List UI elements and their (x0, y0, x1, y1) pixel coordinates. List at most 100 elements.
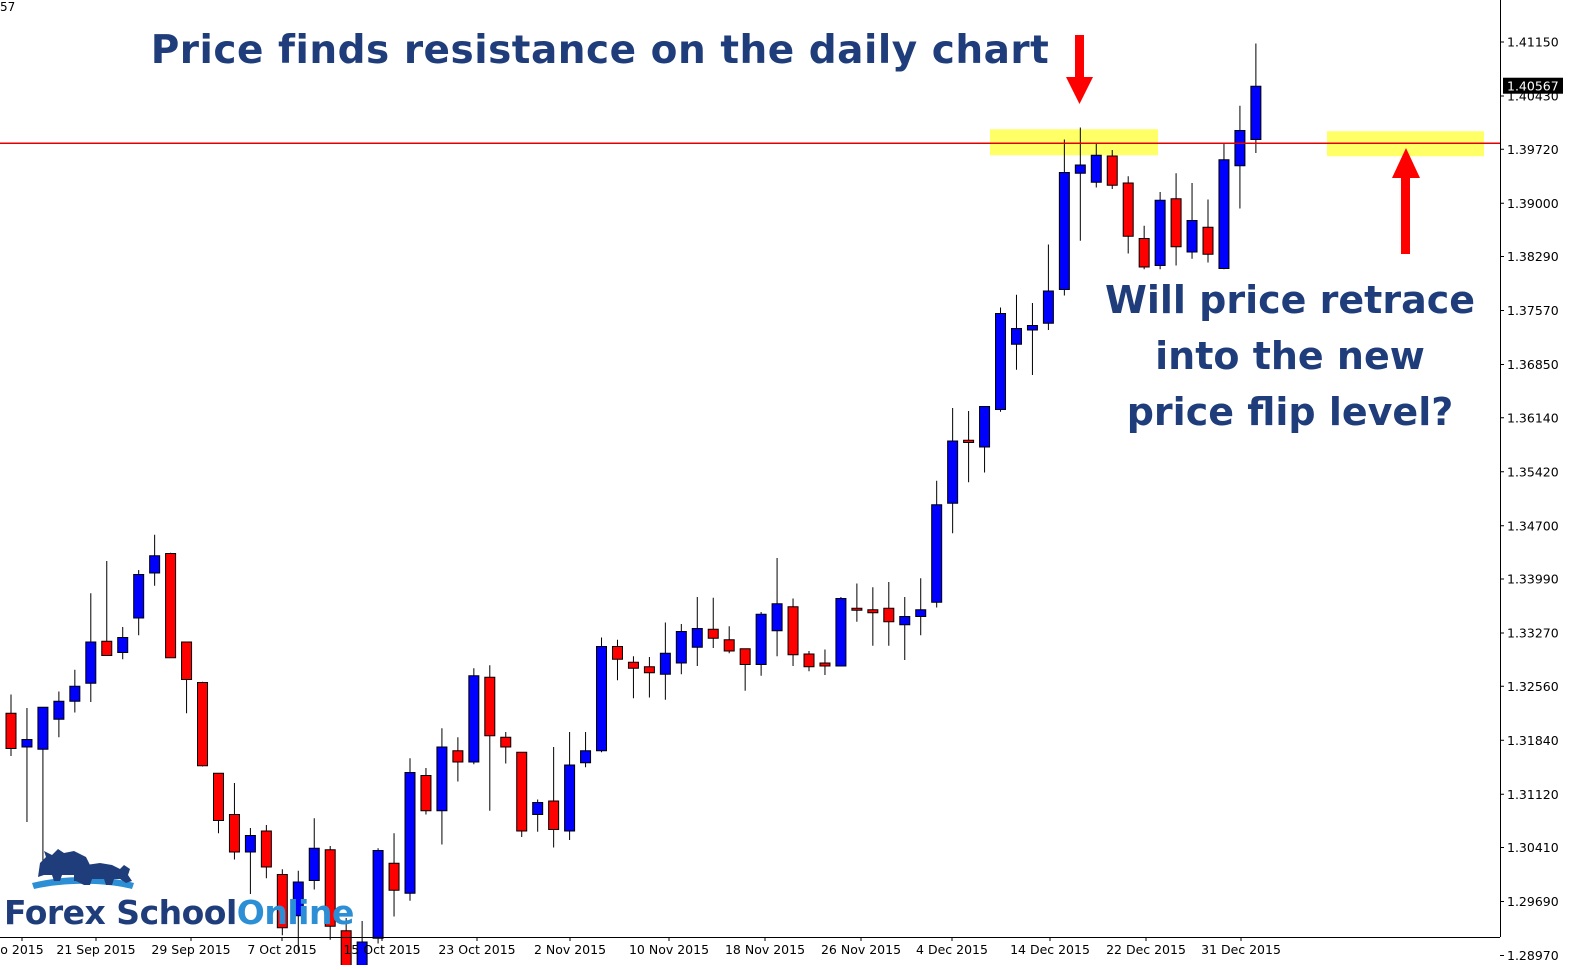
candle (1058, 139, 1070, 296)
x-tick-label: 15 Oct 2015 (343, 942, 420, 957)
candle-body (452, 750, 464, 763)
candle-body (883, 607, 895, 623)
candle-body (1026, 325, 1038, 331)
candle (1186, 183, 1198, 259)
candle-body (931, 504, 943, 603)
candle (69, 669, 81, 713)
candle (1042, 244, 1054, 330)
candle (452, 737, 464, 782)
candle (580, 732, 592, 768)
annotation-arrows (1066, 35, 1420, 254)
candle-body (181, 641, 193, 680)
candle (659, 622, 671, 700)
candle (1202, 199, 1214, 263)
y-tick-label: 1.29690 (1507, 894, 1559, 909)
candle (819, 649, 831, 675)
arrow-up-icon (1392, 148, 1420, 178)
candle-body (1090, 154, 1102, 183)
candle (85, 593, 97, 702)
candle (771, 558, 783, 657)
candle-body (739, 648, 751, 665)
candle-body (867, 609, 879, 614)
candle-body (244, 835, 256, 853)
candle-body (723, 639, 735, 652)
y-tick-label: 1.39000 (1507, 196, 1559, 211)
x-tick-label: 7 Oct 2015 (247, 942, 316, 957)
highlight-zone-left (990, 129, 1158, 156)
x-tick-label: o 2015 (0, 942, 43, 957)
candle-body (340, 930, 352, 970)
candle-body (548, 800, 560, 830)
y-tick-label: 1.31120 (1507, 787, 1559, 802)
candle-body (165, 553, 177, 659)
annotation-top: Price finds resistance on the daily char… (150, 28, 1050, 73)
x-tick-label: 21 Sep 2015 (56, 942, 135, 957)
candle (276, 869, 288, 936)
candle-body (21, 739, 33, 748)
x-tick-label: 2 Nov 2015 (534, 942, 606, 957)
candle (484, 665, 496, 811)
y-tick-label: 1.36850 (1507, 357, 1559, 372)
candle-body (1202, 226, 1214, 255)
y-tick-label: 1.32560 (1507, 679, 1559, 694)
candle (101, 561, 113, 656)
candle-body (580, 750, 592, 764)
candle (1106, 150, 1118, 189)
corner-label: 57 (0, 0, 16, 14)
candle-body (212, 772, 224, 821)
candle (1026, 303, 1038, 375)
y-tick-label: 1.31840 (1507, 733, 1559, 748)
candle (292, 870, 304, 952)
x-tick-label: 14 Dec 2015 (1010, 942, 1090, 957)
y-tick-label: 1.33270 (1507, 626, 1559, 641)
candle-body (516, 751, 528, 832)
candle (707, 597, 719, 648)
current-price-label: 1.40567 (1507, 79, 1559, 94)
bull-bear-logo-icon (32, 849, 134, 889)
annotation-right-line: price flip level? (1126, 390, 1454, 434)
candlesticks (5, 43, 1262, 970)
candle (133, 570, 145, 636)
candle-body (787, 606, 799, 656)
candle-body (899, 616, 911, 626)
candle (611, 639, 623, 681)
candle (755, 612, 767, 676)
candle-body (468, 675, 480, 763)
candle (149, 534, 161, 586)
y-tick-label: 1.39720 (1507, 142, 1559, 157)
arrow-down-shaft (1075, 35, 1084, 79)
candle-body (1234, 130, 1246, 167)
candle-body (1106, 155, 1118, 186)
x-tick-label: 10 Nov 2015 (629, 942, 709, 957)
candle-body (356, 941, 368, 970)
candle (117, 627, 129, 660)
x-tick-label: 22 Dec 2015 (1106, 942, 1186, 957)
candle (1170, 173, 1182, 266)
candle-body (197, 682, 209, 767)
candle-body (484, 676, 496, 737)
candle-body (404, 772, 416, 894)
candle-body (308, 847, 320, 881)
candle (324, 846, 336, 940)
candle (803, 651, 815, 672)
candle (516, 751, 528, 837)
candle-body (292, 881, 304, 917)
x-tick-label: 4 Dec 2015 (916, 942, 988, 957)
candle (1122, 176, 1134, 254)
candle-body (643, 666, 655, 674)
candle-body (596, 646, 608, 752)
candle (564, 732, 576, 840)
candle (851, 583, 863, 622)
candle-body (101, 640, 113, 656)
y-tick-label: 1.33990 (1507, 572, 1559, 587)
candle-body (851, 607, 863, 611)
candle-body (1058, 172, 1070, 290)
candle-body (819, 662, 831, 667)
candle (1138, 225, 1150, 270)
current-price-badge (1503, 77, 1563, 94)
arrow-down-icon (1066, 77, 1093, 104)
candle (532, 799, 544, 832)
